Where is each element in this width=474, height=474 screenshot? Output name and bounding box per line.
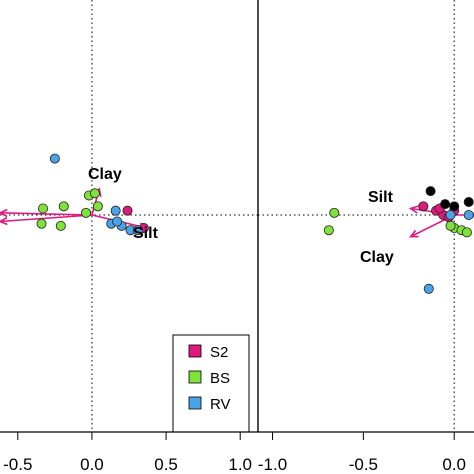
left-point-bs — [38, 203, 49, 214]
right-xtick-label: -0.5 — [349, 455, 378, 474]
left-point-rv — [112, 216, 123, 227]
right-vector-label-silt: Silt — [368, 189, 394, 206]
left-xtick-label: 0.5 — [154, 455, 178, 474]
left-vector-label-silt: Silt — [133, 225, 159, 242]
right-xtick-label: -1.0 — [258, 455, 287, 474]
left-xtick-label: 1.0 — [228, 455, 252, 474]
right-point-bs — [445, 220, 456, 231]
left-point-bs — [81, 207, 92, 218]
left-vector-head — [0, 216, 8, 226]
left-point-s2 — [122, 205, 133, 216]
legend-box — [172, 334, 250, 433]
left-vector-label-clay: Clay — [88, 166, 122, 183]
legend-swatch-s2 — [188, 344, 202, 358]
right-point-bs — [323, 225, 334, 236]
right-point-rv — [463, 209, 474, 220]
left-point-bs — [58, 201, 69, 212]
right-panel: -1.0 -0.5 0.0 Silt Clay — [258, 0, 474, 474]
left-point-bs — [89, 188, 100, 199]
right-point-black — [463, 196, 474, 207]
right-point-rv — [423, 283, 434, 294]
right-vector-head — [408, 229, 419, 238]
left-point-rv — [110, 205, 121, 216]
left-point-bs — [36, 218, 47, 229]
right-xtick-label: 0.0 — [442, 455, 466, 474]
right-point-bs — [461, 227, 472, 238]
left-vector-head — [0, 208, 8, 218]
legend: S2 BS RV — [172, 334, 250, 433]
legend-label-s2: S2 — [210, 344, 228, 361]
left-xtick-label: -0.5 — [3, 455, 32, 474]
left-point-rv — [132, 225, 143, 236]
left-point-rv — [49, 153, 60, 164]
left-vector — [0, 214, 92, 223]
legend-label-rv: RV — [210, 396, 231, 413]
right-point-rv — [445, 209, 456, 220]
right-point-black — [449, 201, 460, 212]
legend-swatch-rv — [188, 396, 202, 410]
left-panel: -0.5 0.0 0.5 1.0 Clay Silt — [0, 0, 258, 474]
left-vector — [0, 212, 92, 216]
right-vector-label-clay: Clay — [360, 249, 394, 266]
right-vector-head — [408, 205, 419, 214]
right-point-s2 — [418, 201, 429, 212]
right-point-bs — [329, 207, 340, 218]
left-point-bs — [55, 220, 66, 231]
right-point-black — [440, 199, 451, 210]
legend-swatch-bs — [188, 370, 202, 384]
left-xtick-label: 0.0 — [80, 455, 104, 474]
legend-label-bs: BS — [210, 370, 230, 387]
left-point-bs — [92, 201, 103, 212]
right-point-black — [425, 186, 436, 197]
